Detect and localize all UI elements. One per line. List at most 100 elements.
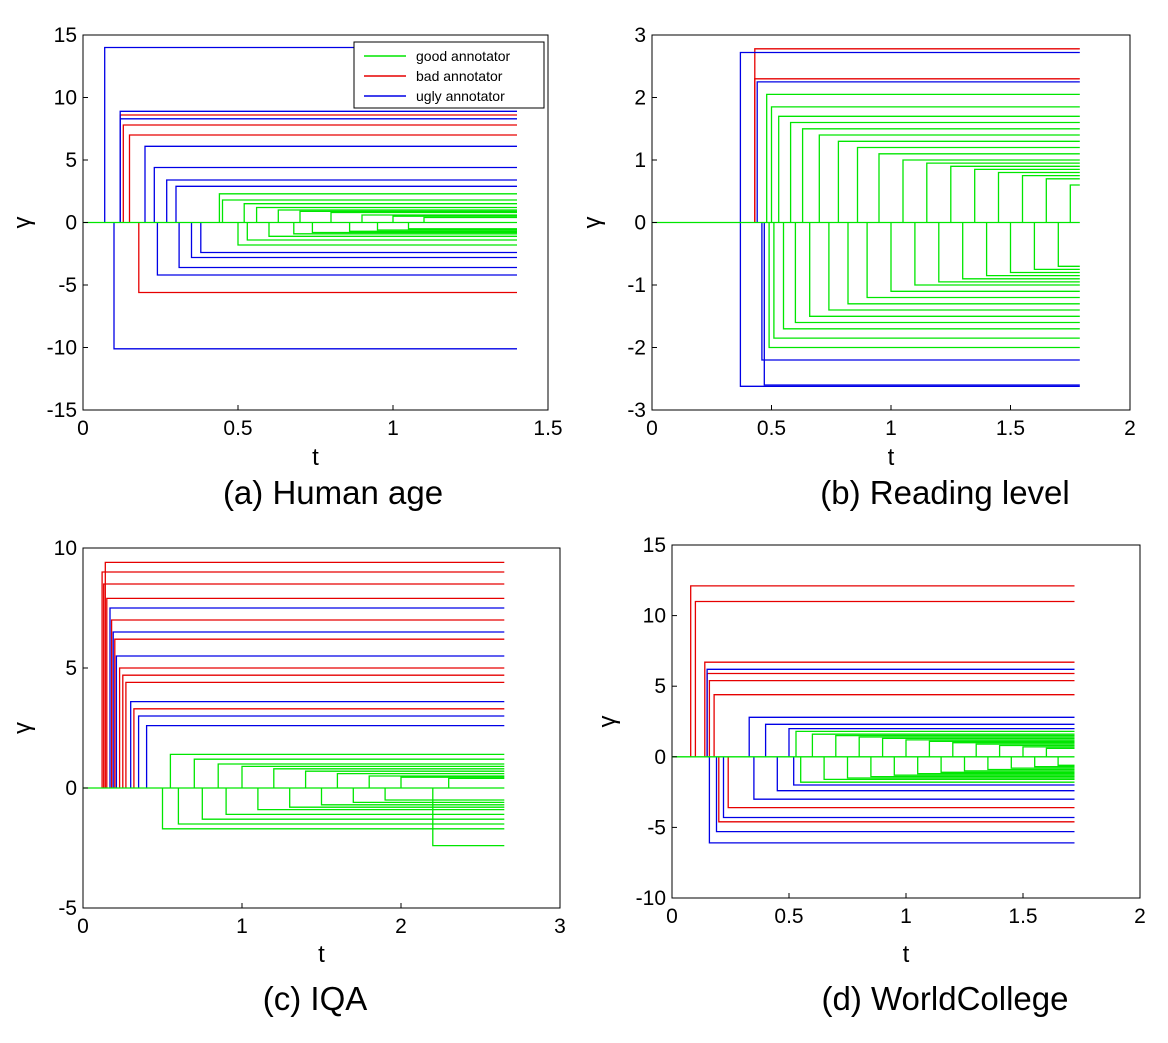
series-line-ugly — [793, 756, 1075, 786]
y-tick-label: 1 — [634, 149, 646, 172]
series-line-ugly — [166, 179, 517, 223]
x-tick-label: 3 — [554, 915, 566, 938]
series-line-good — [277, 209, 517, 223]
y-axis-label: γ — [579, 217, 606, 229]
series-line-ugly — [739, 51, 1080, 223]
series-line-good — [789, 121, 1080, 223]
series-line-good — [392, 215, 517, 223]
series-line-good — [837, 140, 1080, 223]
series-line-ugly — [739, 222, 1080, 387]
series-line-bad — [754, 48, 1080, 223]
series-line-good — [246, 222, 517, 241]
y-axis-label: γ — [594, 716, 621, 728]
x-axis-label: t — [903, 941, 910, 968]
x-axis-label: t — [888, 444, 895, 471]
series-line-good — [407, 222, 517, 230]
legend-box — [353, 41, 545, 109]
y-tick-label: -10 — [636, 887, 666, 910]
series-line-good — [998, 744, 1075, 757]
series-line-ugly — [112, 631, 505, 788]
series-line-ugly — [715, 756, 1075, 833]
series-line-good — [1021, 174, 1080, 223]
y-tick-label: -1 — [627, 274, 646, 297]
series-line-bad — [754, 78, 1080, 223]
x-tick-label: 0 — [77, 417, 89, 440]
series-line-good — [782, 222, 1080, 330]
series-line-ugly — [708, 756, 1075, 844]
series-line-good — [293, 222, 517, 235]
y-tick-label: 3 — [634, 24, 646, 47]
series-line-good — [384, 788, 505, 801]
series-line-good — [1069, 184, 1080, 223]
series-line-good — [311, 222, 517, 234]
series-line-good — [928, 740, 1075, 757]
x-tick-label: 0 — [77, 915, 89, 938]
series-line-good — [257, 788, 505, 811]
series-line-good — [1022, 746, 1075, 757]
series-line-good — [320, 788, 505, 806]
series-line-good — [893, 756, 1075, 776]
series-line-good — [348, 222, 517, 232]
series-line-good — [770, 106, 1080, 223]
series-line-ugly — [175, 185, 517, 223]
x-axis-label: t — [312, 444, 319, 471]
series-line-good — [866, 222, 1080, 299]
y-tick-label: 0 — [634, 212, 646, 235]
series-line-bad — [128, 134, 517, 223]
series-line-good — [800, 756, 1075, 783]
axes-frame — [671, 544, 1141, 899]
series-line-bad — [101, 571, 505, 788]
series-line-ugly — [761, 222, 1080, 361]
x-tick-label: 0 — [666, 905, 678, 928]
series-line-good — [870, 756, 1075, 778]
series-line-good — [1045, 747, 1075, 757]
y-axis-label: γ — [9, 722, 36, 734]
series-line-ugly — [776, 756, 1075, 792]
x-tick-label: 1 — [885, 417, 897, 440]
series-line-good — [778, 115, 1080, 223]
series-line-good — [268, 222, 517, 237]
series-line-ugly — [722, 756, 1075, 819]
series-line-ugly — [109, 607, 505, 788]
series-line-good — [878, 153, 1080, 223]
series-line-good — [974, 168, 1080, 223]
series-line-bad — [118, 667, 505, 788]
y-tick-label: 0 — [65, 777, 77, 800]
x-tick-label: 0.5 — [223, 417, 252, 440]
series-line-bad — [718, 756, 1075, 823]
series-line-good — [221, 199, 517, 223]
series-line-good — [846, 756, 1075, 779]
series-line-bad — [119, 114, 517, 223]
series-line-good — [193, 758, 505, 788]
series-line-good — [950, 165, 1080, 223]
series-line-good — [847, 222, 1080, 305]
series-line-good — [881, 737, 1075, 757]
series-line-good — [217, 763, 505, 788]
series-line-good — [299, 210, 517, 223]
series-line-bad — [690, 585, 1075, 757]
series-line-bad — [708, 679, 1075, 757]
y-tick-label: 2 — [634, 87, 646, 110]
series-line-ugly — [119, 118, 517, 223]
panel-caption: (d) WorldCollege — [822, 980, 1069, 1017]
panel-human-age: 0 0.5 1 1.5 -15 -10 -5 0 5 10 15 t γ (a) Human age goo… — [9, 24, 563, 511]
series-line-bad — [727, 756, 1075, 809]
series-line-good — [811, 733, 1075, 757]
x-tick-label: 2 — [1124, 417, 1136, 440]
series-line-ugly — [153, 166, 517, 223]
series-line-good — [938, 222, 1080, 283]
y-tick-label: -5 — [647, 816, 666, 839]
series-line-good — [376, 222, 517, 231]
series-line-good — [828, 222, 1080, 311]
series-line-good — [273, 768, 505, 788]
y-tick-label: 15 — [643, 534, 666, 557]
y-tick-label: 10 — [54, 87, 77, 110]
series-line-good — [926, 162, 1080, 223]
series-line-good — [237, 222, 517, 246]
series-line-good — [169, 753, 505, 788]
series-line-bad — [110, 619, 505, 788]
y-tick-label: 15 — [54, 24, 77, 47]
y-tick-label: 0 — [654, 746, 666, 769]
y-tick-label: -15 — [47, 399, 77, 422]
